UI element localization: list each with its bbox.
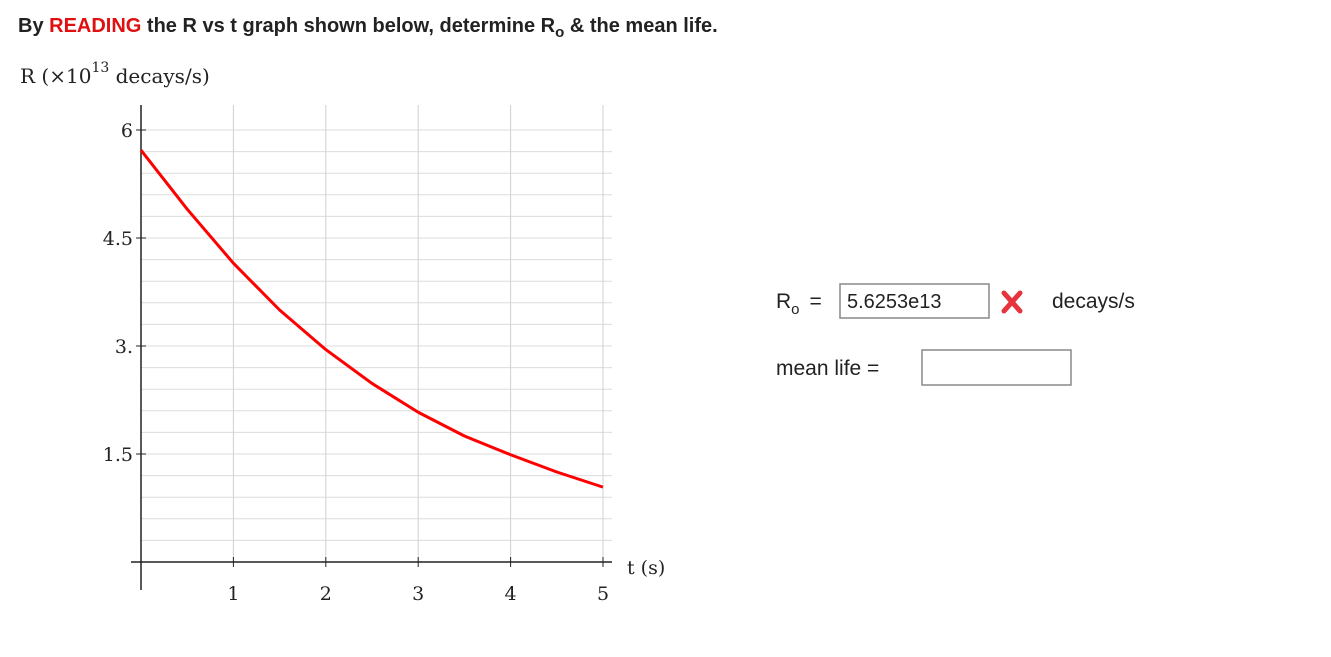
r0-input-value: 5.6253e13: [847, 291, 942, 313]
question: By READING the R vs t graph shown below,…: [18, 15, 718, 41]
y-label-exponent: 13: [91, 60, 109, 76]
wrong-icon: [1001, 290, 1023, 314]
x-tick-label: 3: [412, 583, 424, 605]
r0-unit: decays/s: [1052, 290, 1135, 313]
question-highlight: READING: [49, 15, 141, 37]
x-axis-label: t (s): [627, 557, 665, 579]
y-label-base: R (×10: [20, 64, 91, 88]
r0-equals: =: [810, 290, 822, 313]
y-tick-label: 1.5: [103, 444, 133, 466]
y-tick-label: 4.5: [103, 228, 133, 250]
question-subscript: o: [555, 24, 564, 41]
r0-label: Ro =: [776, 290, 822, 318]
x-tick-label: 2: [320, 583, 332, 605]
question-part: By: [18, 15, 49, 37]
y-axis-label: R (×1013 decays/s): [20, 60, 210, 88]
y-label-unit: decays/s): [109, 64, 210, 88]
y-tick-label: 6: [121, 120, 133, 142]
r0-label-text: R: [776, 290, 791, 313]
question-part: & the mean life.: [564, 15, 717, 37]
y-tick-label: 3.: [115, 336, 133, 358]
r0-subscript: o: [791, 301, 799, 318]
x-tick-label: 1: [227, 583, 239, 605]
r0-input[interactable]: [839, 283, 990, 319]
x-tick-label: 4: [505, 583, 517, 605]
question-part: the R vs t graph shown below, determine …: [141, 15, 555, 37]
plot: 1.5 3. 4.5 6 1 2 3 4 5 t (s): [103, 105, 665, 605]
data-line: [139, 149, 604, 489]
mean-life-input[interactable]: [921, 349, 1072, 386]
x-tick-label: 5: [597, 583, 609, 605]
mean-life-label: mean life =: [776, 357, 879, 380]
